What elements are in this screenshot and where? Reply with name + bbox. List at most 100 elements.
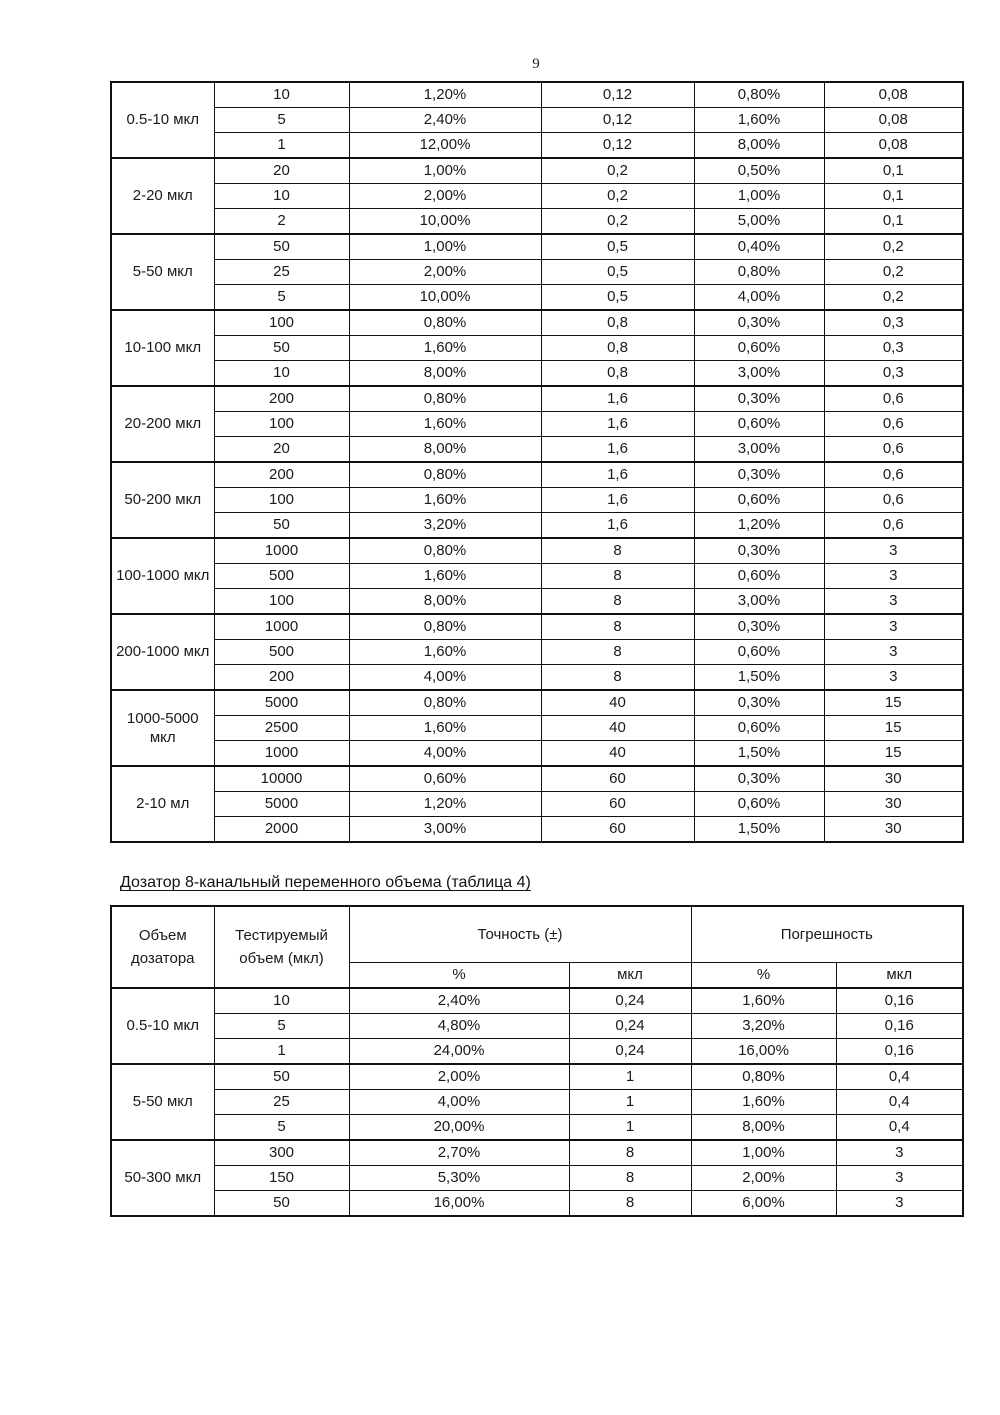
test-volume-cell: 1 [213,1038,350,1065]
test-volume-cell: 5 [213,284,350,311]
test-volume-cell: 5 [213,107,350,133]
volume-range-cell: 100-1000 мкл [110,537,215,615]
error-percent-cell: 1,60% [690,1089,837,1115]
accuracy-percent-cell: 1,60% [348,487,542,513]
accuracy-volume-cell: 1,6 [540,512,695,539]
accuracy-volume-cell: 0,12 [540,132,695,159]
accuracy-percent-cell: 5,30% [348,1165,570,1191]
error-volume-cell: 3 [823,639,964,665]
test-volume-cell: 5 [213,1013,350,1039]
volume-range-cell: 0.5-10 мкл [110,987,215,1065]
error-volume-cell: 0,08 [823,81,964,108]
error-volume-cell: 0,4 [835,1089,964,1115]
table1-body: 0.5-10 мкл 10 1,20% 0,12 0,80% 0,08 5 2,40% 0,12… [110,81,964,843]
accuracy-volume-cell: 60 [540,816,695,843]
error-volume-cell: 0,2 [823,233,964,260]
accuracy-volume-cell: 1 [568,1089,692,1115]
table-row: 2 10,00% 0,2 5,00% 0,1 [111,208,964,235]
table-row: 50 1,60% 0,8 0,60% 0,3 [111,335,964,361]
accuracy-volume-cell: 0,5 [540,259,695,285]
test-volume-cell: 50 [213,512,350,539]
test-volume-cell: 10 [213,987,350,1014]
error-volume-cell: 30 [823,765,964,792]
table-row: 200 4,00% 8 1,50% 3 [111,664,964,691]
accuracy-percent-cell: 0,60% [348,765,542,792]
accuracy-volume-cell: 1 [568,1114,692,1141]
test-volume-cell: 5000 [213,791,350,817]
header-error: Погрешность [690,905,964,963]
accuracy-volume-cell: 8 [540,639,695,665]
table-row: 10 2,00% 0,2 1,00% 0,1 [111,183,964,209]
accuracy-percent-cell: 1,60% [348,411,542,437]
accuracy-percent-cell: 4,00% [348,664,542,691]
accuracy-volume-cell: 8 [540,588,695,615]
error-percent-cell: 1,50% [693,664,825,691]
accuracy-percent-cell: 1,00% [348,157,542,184]
table-row: 100 1,60% 1,6 0,60% 0,6 [111,487,964,513]
accuracy-percent-cell: 0,80% [348,613,542,640]
error-percent-cell: 0,80% [693,259,825,285]
table-row: 1000 4,00% 40 1,50% 15 [111,740,964,767]
table2-header: Объем дозатора Тестируемый объем (мкл) Т… [110,905,964,989]
error-volume-cell: 3 [835,1190,964,1217]
error-percent-cell: 1,50% [693,816,825,843]
accuracy-volume-cell: 8 [540,613,695,640]
accuracy-percent-cell: 1,60% [348,715,542,741]
table-row: 5 10,00% 0,5 4,00% 0,2 [111,284,964,311]
error-volume-cell: 3 [823,588,964,615]
accuracy-percent-cell: 1,60% [348,639,542,665]
accuracy-percent-cell: 0,80% [348,385,542,412]
table-row: 5-50 мкл 50 2,00% 1 0,80% 0,4 [110,1063,964,1141]
test-volume-cell: 2500 [213,715,350,741]
error-percent-cell: 0,50% [693,157,825,184]
error-volume-cell: 0,16 [835,1013,964,1039]
error-percent-cell: 0,60% [693,791,825,817]
table-row: 2-10 мл 10000 0,60% 60 0,30% 30 [110,765,964,843]
error-percent-cell: 1,60% [690,987,837,1014]
test-volume-cell: 50 [213,1063,350,1090]
accuracy-percent-cell: 0,80% [348,461,542,488]
error-volume-cell: 15 [823,715,964,741]
header-accuracy: Точность (±) [348,905,692,963]
test-volume-cell: 200 [213,385,350,412]
test-volume-cell: 20 [213,436,350,463]
error-volume-cell: 15 [823,740,964,767]
table-row: 25 4,00% 1 1,60% 0,4 [111,1089,964,1115]
test-volume-cell: 10000 [213,765,350,792]
test-volume-cell: 100 [213,309,350,336]
error-volume-cell: 3 [823,664,964,691]
table-row: 5000 1,20% 60 0,60% 30 [111,791,964,817]
accuracy-volume-cell: 0,2 [540,183,695,209]
table-row: 150 5,30% 8 2,00% 3 [111,1165,964,1191]
error-volume-cell: 0,6 [823,436,964,463]
error-percent-cell: 0,60% [693,335,825,361]
table-row: 2500 1,60% 40 0,60% 15 [111,715,964,741]
error-volume-cell: 3 [823,537,964,564]
accuracy-percent-cell: 2,00% [348,183,542,209]
accuracy-percent-cell: 1,60% [348,563,542,589]
accuracy-volume-cell: 40 [540,715,695,741]
test-volume-cell: 1000 [213,740,350,767]
error-volume-cell: 0,08 [823,107,964,133]
table-row: 0.5-10 мкл 10 2,40% 0,24 1,60% 0,16 [110,987,964,1065]
header-error-percent: % [690,962,837,989]
test-volume-cell: 100 [213,588,350,615]
test-volume-cell: 5 [213,1114,350,1141]
error-percent-cell: 0,30% [693,309,825,336]
error-percent-cell: 3,00% [693,436,825,463]
accuracy-volume-cell: 60 [540,791,695,817]
accuracy-percent-cell: 2,40% [348,107,542,133]
error-percent-cell: 16,00% [690,1038,837,1065]
table-row: 1000-5000 мкл 5000 0,80% 40 0,30% 15 [110,689,964,767]
test-volume-cell: 50 [213,1190,350,1217]
error-volume-cell: 0,6 [823,487,964,513]
table-row: 20 8,00% 1,6 3,00% 0,6 [111,436,964,463]
page-number: 9 [532,56,540,72]
header-accuracy-percent: % [348,962,570,989]
test-volume-cell: 500 [213,639,350,665]
test-volume-cell: 25 [213,259,350,285]
volume-range-cell: 2-20 мкл [110,157,215,235]
volume-range-cell: 5-50 мкл [110,1063,215,1141]
table-row: 2000 3,00% 60 1,50% 30 [111,816,964,843]
